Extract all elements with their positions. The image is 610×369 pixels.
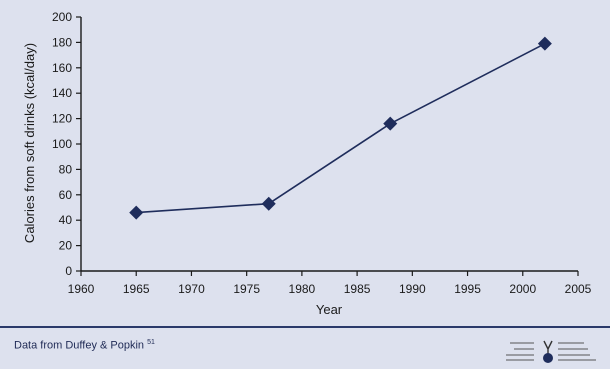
x-tick-label: 1980 bbox=[289, 282, 316, 296]
x-tick-label: 1975 bbox=[233, 282, 260, 296]
data-point-marker bbox=[261, 196, 276, 211]
footer-divider bbox=[0, 326, 610, 328]
y-tick-label: 80 bbox=[59, 162, 73, 176]
source-text: Data from Duffey & Popkin bbox=[14, 339, 145, 352]
data-point-marker bbox=[129, 205, 144, 220]
y-tick-label: 60 bbox=[59, 188, 73, 202]
x-tick-label: 1990 bbox=[399, 282, 426, 296]
x-tick-label: 1985 bbox=[344, 282, 371, 296]
source-reference: 51 bbox=[147, 339, 155, 346]
publisher-logos bbox=[504, 338, 602, 364]
x-tick-label: 1995 bbox=[454, 282, 481, 296]
axes bbox=[80, 17, 578, 272]
source-note: Data from Duffey & Popkin 51 bbox=[14, 339, 155, 352]
data-point-marker bbox=[383, 116, 398, 131]
y-axis-title: Calories from soft drinks (kcal/day) bbox=[22, 43, 37, 243]
x-tick-label: 2005 bbox=[565, 282, 592, 296]
y-tick-label: 100 bbox=[52, 137, 72, 151]
wcrf-logo bbox=[506, 342, 534, 361]
x-tick-label: 1960 bbox=[68, 282, 95, 296]
logo-graphic bbox=[506, 340, 596, 363]
x-tick-label: 1970 bbox=[178, 282, 205, 296]
y-tick-label: 180 bbox=[52, 35, 72, 49]
y-tick-label: 120 bbox=[52, 112, 72, 126]
y-tick-label: 200 bbox=[52, 10, 72, 24]
data-point-marker bbox=[537, 36, 552, 51]
series-line bbox=[136, 42, 546, 214]
series-layer bbox=[129, 36, 552, 220]
y-tick-label: 160 bbox=[52, 61, 72, 75]
tick-labels: 0 20 40 60 80 100 120 140 160 180 200 1960 1965 1970 1… bbox=[52, 10, 592, 296]
y-tick-label: 0 bbox=[65, 264, 72, 278]
x-tick-label: 1965 bbox=[123, 282, 150, 296]
x-tick-label: 2000 bbox=[509, 282, 536, 296]
y-tick-label: 140 bbox=[52, 86, 72, 100]
x-axis-title: Year bbox=[316, 302, 343, 317]
y-tick-label: 20 bbox=[59, 239, 73, 253]
aicr-logo bbox=[558, 342, 596, 361]
line-chart: 0 20 40 60 80 100 120 140 160 180 200 1960 1965 1970 1… bbox=[22, 10, 592, 317]
tick-marks bbox=[76, 16, 579, 276]
globe-mark-icon bbox=[543, 340, 553, 363]
y-tick-label: 40 bbox=[59, 213, 73, 227]
